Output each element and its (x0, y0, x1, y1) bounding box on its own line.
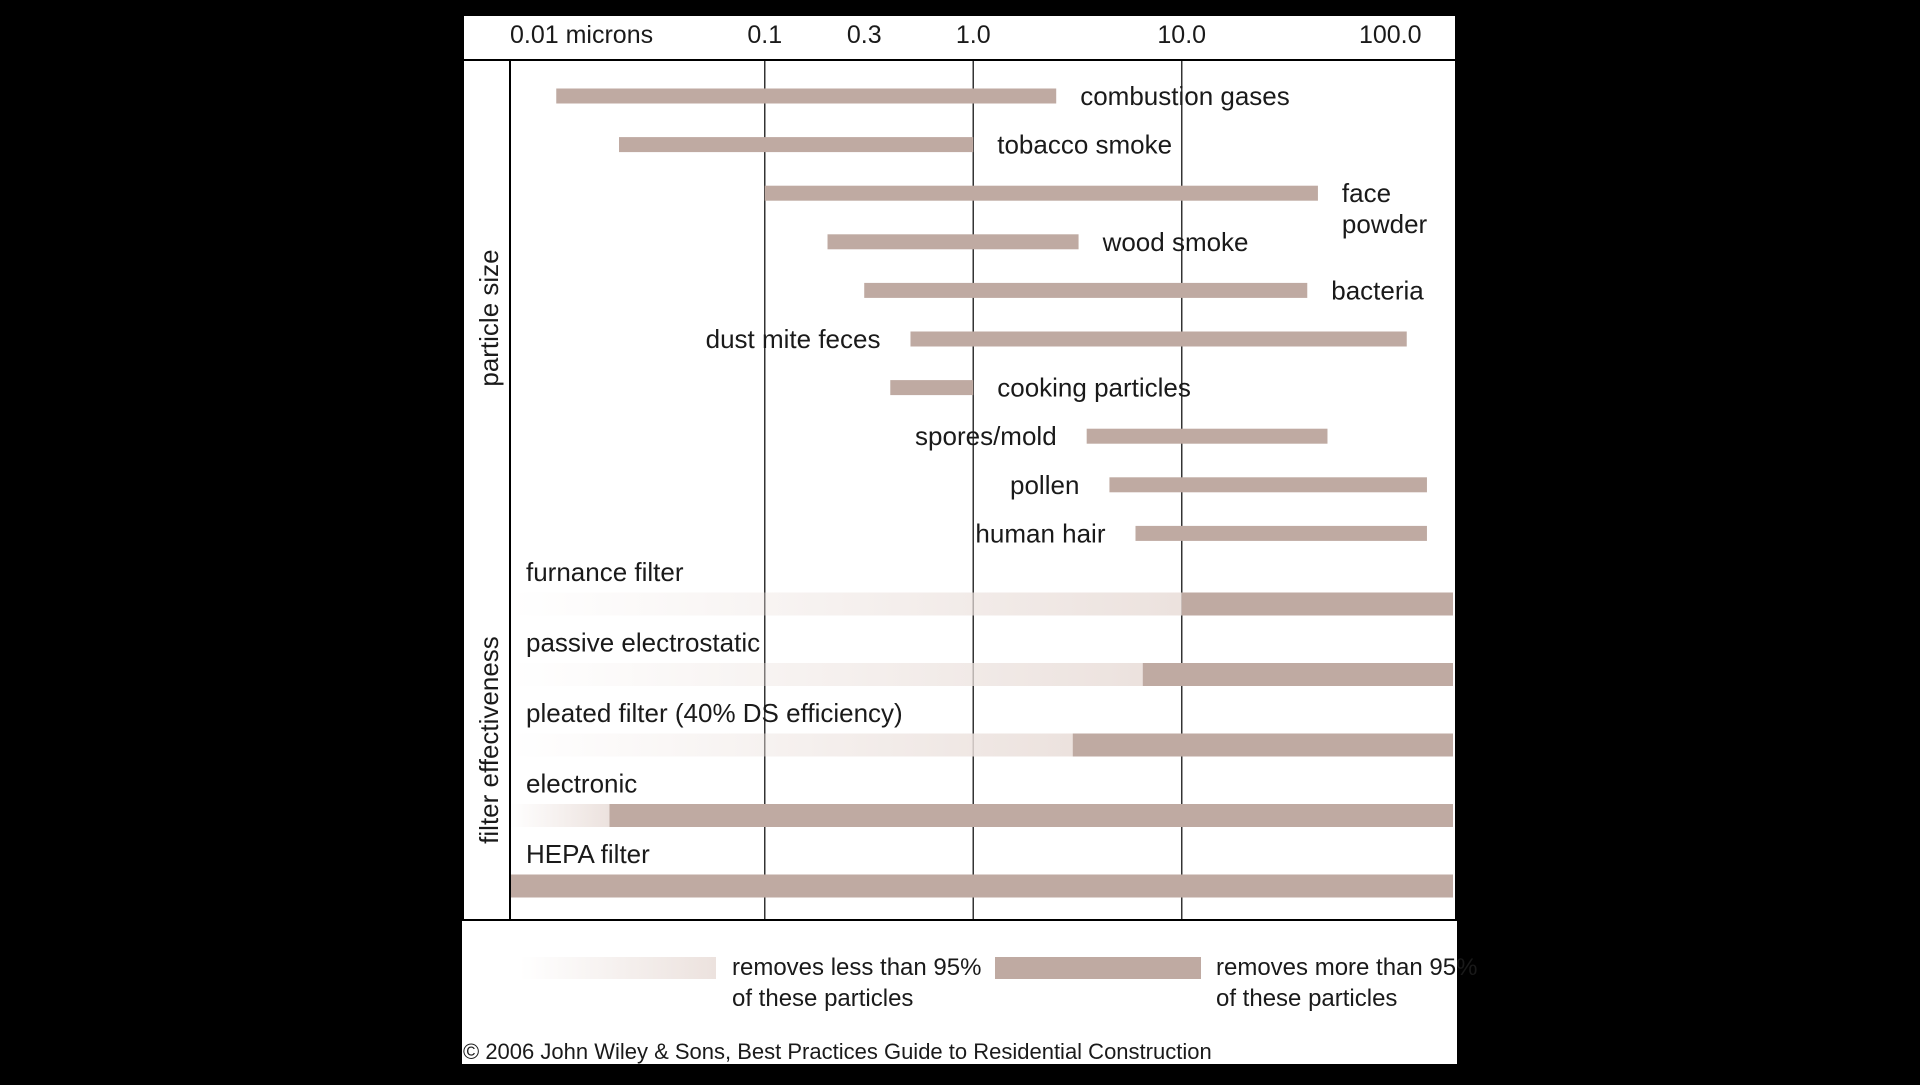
x-tick-label: 0.1 (747, 21, 782, 49)
particle-label: pollen (1010, 470, 1079, 500)
filter-partial-bar (510, 663, 1143, 686)
particle-label: human hair (975, 518, 1105, 548)
filter-partial-bar (510, 733, 1073, 757)
particle-label: spores/mold (915, 421, 1057, 451)
legend-swatch-full (995, 957, 1201, 979)
filter-full-bar (1142, 663, 1453, 686)
filter-full-bar (1181, 592, 1453, 616)
particle-bar (1086, 428, 1328, 444)
legend-swatch-partial (520, 957, 716, 979)
legend-label-partial: removes less than 95% (732, 954, 981, 981)
filter-label: HEPA filter (526, 839, 650, 869)
labels: particle size filter effectiveness © 200… (463, 21, 1428, 1064)
filter-label: pleated filter (40% DS efficiency) (526, 698, 903, 728)
particle-bar (864, 282, 1308, 298)
particle-bar (827, 234, 1079, 250)
particle-label: wood smoke (1102, 227, 1249, 257)
particle-label: combustion gases (1080, 81, 1290, 111)
legend-label-full: removes more than 95% (1216, 954, 1477, 981)
filter-label: furnance filter (526, 557, 684, 587)
particle-label: powder (1342, 209, 1428, 239)
particle-bar (910, 331, 1407, 347)
particle-bar (1135, 525, 1427, 541)
section-label-particles: particle size (474, 249, 504, 386)
frame-border (462, 14, 1457, 921)
chart-frame (462, 14, 1457, 921)
filter-label: passive electrostatic (526, 628, 760, 658)
particle-bar (890, 380, 974, 396)
particle-label: tobacco smoke (997, 130, 1172, 160)
legend: removes less than 95% of these particles r… (520, 954, 1477, 1012)
x-tick-label: 0.01 microns (510, 21, 653, 49)
filter-partial-bar (510, 592, 1182, 616)
filter-partial-bar (510, 804, 610, 827)
filter-full-bar (1072, 733, 1453, 757)
legend-label-partial: of these particles (732, 985, 913, 1012)
x-tick-label: 0.3 (847, 21, 882, 49)
x-tick-label: 100.0 (1359, 21, 1422, 49)
filter-label: electronic (526, 769, 637, 799)
legend-label-full: of these particles (1216, 985, 1397, 1012)
x-tick-label: 1.0 (956, 21, 991, 49)
bars (510, 88, 1453, 898)
copyright-footer: © 2006 John Wiley & Sons, Best Practices… (463, 1039, 1212, 1064)
section-label-filters: filter effectiveness (474, 636, 504, 844)
particle-label: face (1342, 178, 1391, 208)
particle-bar (619, 137, 974, 153)
filter-full-bar (510, 874, 1453, 898)
particle-bar (764, 185, 1318, 201)
particle-bar (556, 88, 1057, 104)
x-tick-label: 10.0 (1157, 21, 1206, 49)
filter-full-bar (609, 804, 1453, 827)
particle-bar (1109, 477, 1427, 493)
particle-label: bacteria (1331, 275, 1424, 305)
particle-label: dust mite feces (706, 324, 881, 354)
particle-label: cooking particles (997, 373, 1191, 403)
